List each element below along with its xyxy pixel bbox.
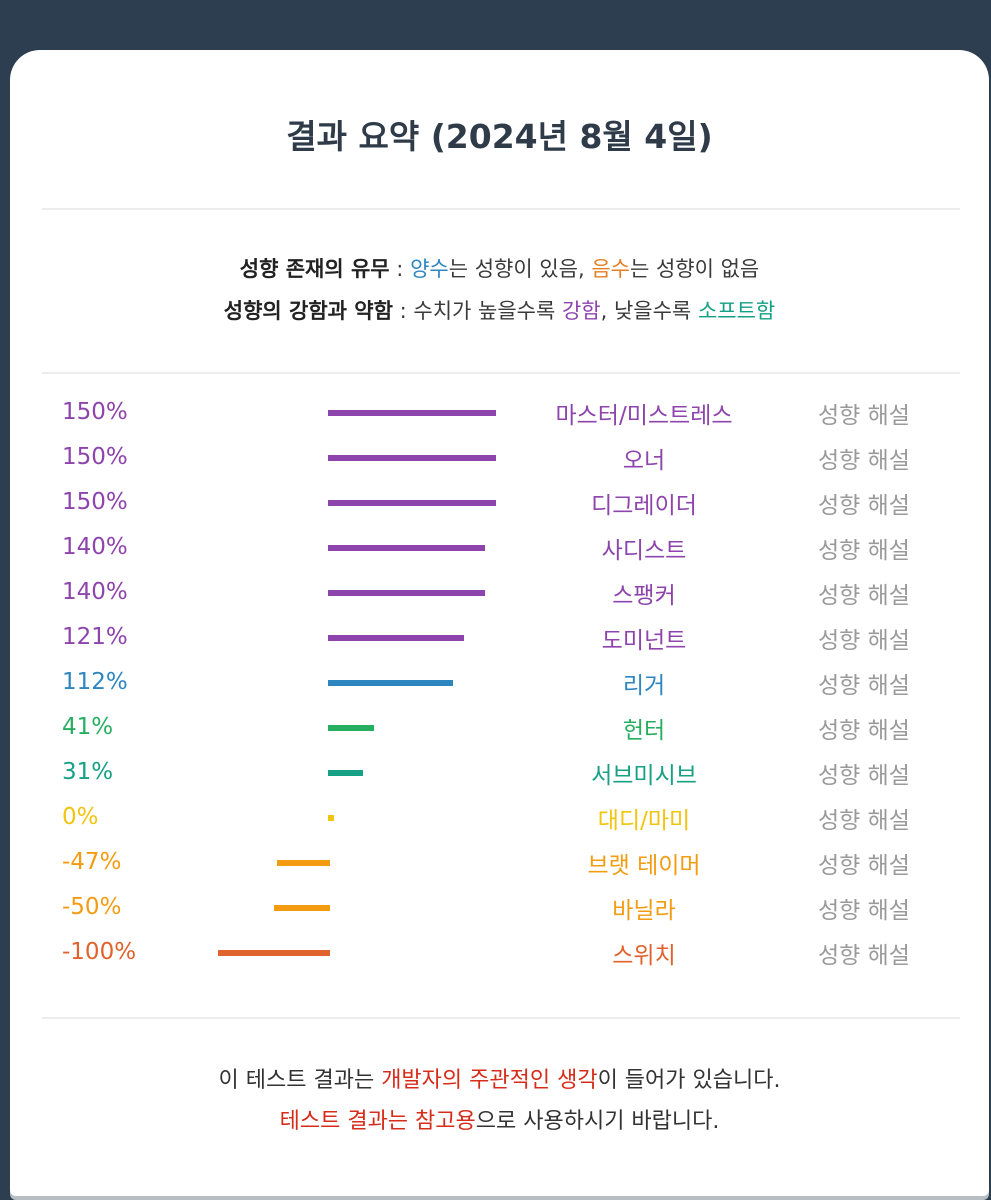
result-type-name: 도미넌트 bbox=[601, 628, 687, 654]
footer-disclaimer-2: 테스트 결과는 참고용으로 사용하시기 바랍니다. bbox=[10, 1103, 989, 1135]
legend-intensity: 성향의 강함과 약함 : 수치가 높을수록 강함, 낮을수록 소프트함 bbox=[10, 295, 989, 325]
result-bar bbox=[218, 950, 330, 956]
result-explain-link[interactable]: 성향 해설 bbox=[818, 403, 910, 429]
legend-sep: : bbox=[392, 299, 414, 323]
result-bar bbox=[328, 590, 485, 596]
result-explain-link[interactable]: 성향 해설 bbox=[818, 673, 910, 699]
result-bar bbox=[328, 815, 334, 821]
result-type-name: 서브미시브 bbox=[591, 763, 697, 789]
result-bar bbox=[328, 725, 374, 731]
result-bar bbox=[328, 455, 496, 461]
page-title: 결과 요약 (2024년 8월 4일) bbox=[286, 117, 713, 156]
result-percent: -50% bbox=[62, 894, 122, 920]
footer-disclaimer-1: 이 테스트 결과는 개발자의 주관적인 생각이 들어가 있습니다. bbox=[10, 1062, 989, 1094]
result-explain-link[interactable]: 성향 해설 bbox=[818, 943, 910, 969]
result-bar bbox=[328, 635, 464, 641]
result-type-name: 디그레이더 bbox=[591, 493, 697, 519]
result-explain-link[interactable]: 성향 해설 bbox=[818, 718, 910, 744]
result-type-name: 리거 bbox=[622, 673, 666, 699]
result-explain-link[interactable]: 성향 해설 bbox=[818, 493, 910, 519]
result-percent: 140% bbox=[62, 534, 128, 560]
result-row: -47% 브랫 테이머 성향 해설 bbox=[10, 846, 989, 886]
result-row: -50% 바닐라 성향 해설 bbox=[10, 891, 989, 931]
legend-soft-word: 소프트함 bbox=[697, 299, 776, 323]
result-percent: 0% bbox=[62, 804, 99, 830]
divider-bottom bbox=[42, 1017, 960, 1019]
result-percent: 140% bbox=[62, 579, 128, 605]
result-bar bbox=[277, 860, 330, 866]
result-row: 150% 오너 성향 해설 bbox=[10, 441, 989, 481]
result-percent: -47% bbox=[62, 849, 122, 875]
result-percent: 41% bbox=[62, 714, 114, 740]
result-bar bbox=[328, 500, 496, 506]
legend-intensity-text2: , 낮을수록 bbox=[600, 299, 698, 323]
result-percent: 112% bbox=[62, 669, 128, 695]
footer-highlight-1: 개발자의 주관적인 생각 bbox=[381, 1068, 598, 1093]
result-row: 0% 대디/마미 성향 해설 bbox=[10, 801, 989, 841]
result-explain-link[interactable]: 성향 해설 bbox=[818, 853, 910, 879]
result-type-name: 헌터 bbox=[622, 718, 666, 744]
result-percent: 150% bbox=[62, 399, 128, 425]
result-percent: 31% bbox=[62, 759, 114, 785]
legend-intensity-text1: 수치가 높을수록 bbox=[413, 299, 562, 323]
result-explain-link[interactable]: 성향 해설 bbox=[818, 628, 910, 654]
result-type-name: 대디/마미 bbox=[597, 808, 691, 834]
result-explain-link[interactable]: 성향 해설 bbox=[818, 448, 910, 474]
result-explain-link[interactable]: 성향 해설 bbox=[818, 538, 910, 564]
footer-text-1b: 이 들어가 있습니다. bbox=[597, 1068, 781, 1093]
legend-negative-text: 는 성향이 없음 bbox=[629, 257, 760, 281]
result-card: 결과 요약 (2024년 8월 4일) 성향 존재의 유무 : 양수는 성향이 … bbox=[10, 50, 989, 1196]
result-bar bbox=[328, 770, 363, 776]
legend-negative-word: 음수 bbox=[591, 257, 630, 281]
result-explain-link[interactable]: 성향 해설 bbox=[818, 763, 910, 789]
legend-strong-word: 강함 bbox=[561, 299, 601, 323]
result-explain-link[interactable]: 성향 해설 bbox=[818, 808, 910, 834]
legend-positive-text: 는 성향이 있음, bbox=[448, 257, 592, 281]
result-row: 31% 서브미시브 성향 해설 bbox=[10, 756, 989, 796]
result-type-name: 스위치 bbox=[612, 943, 676, 969]
result-type-name: 마스터/미스트레스 bbox=[555, 403, 733, 429]
result-row: 150% 디그레이더 성향 해설 bbox=[10, 486, 989, 526]
result-row: 140% 스팽커 성향 해설 bbox=[10, 576, 989, 616]
legend-existence-label: 성향 존재의 유무 bbox=[239, 257, 390, 281]
result-row: 140% 사디스트 성향 해설 bbox=[10, 531, 989, 571]
legend-existence: 성향 존재의 유무 : 양수는 성향이 있음, 음수는 성향이 없음 bbox=[10, 253, 989, 283]
divider-middle bbox=[42, 372, 960, 374]
legend-sep: : bbox=[389, 257, 411, 281]
result-bar bbox=[274, 905, 330, 911]
result-bar bbox=[328, 545, 485, 551]
result-percent: 121% bbox=[62, 624, 128, 650]
legend-positive-word: 양수 bbox=[410, 257, 449, 281]
result-row: 112% 리거 성향 해설 bbox=[10, 666, 989, 706]
divider-top bbox=[42, 208, 960, 210]
result-row: 121% 도미넌트 성향 해설 bbox=[10, 621, 989, 661]
result-percent: -100% bbox=[62, 939, 137, 965]
result-bar bbox=[328, 410, 496, 416]
result-type-name: 브랫 테이머 bbox=[587, 853, 701, 879]
result-row: 41% 헌터 성향 해설 bbox=[10, 711, 989, 751]
result-type-name: 오너 bbox=[622, 448, 666, 474]
result-percent: 150% bbox=[62, 444, 128, 470]
result-explain-link[interactable]: 성향 해설 bbox=[818, 898, 910, 924]
footer-highlight-2: 테스트 결과는 참고용 bbox=[279, 1109, 476, 1134]
result-bar bbox=[328, 680, 454, 686]
result-type-name: 스팽커 bbox=[612, 583, 676, 609]
footer-text-2: 으로 사용하시기 바랍니다. bbox=[475, 1109, 720, 1134]
result-type-name: 바닐라 bbox=[612, 898, 676, 924]
footer-text-1a: 이 테스트 결과는 bbox=[218, 1068, 382, 1093]
result-type-name: 사디스트 bbox=[601, 538, 687, 564]
result-percent: 150% bbox=[62, 489, 128, 515]
result-explain-link[interactable]: 성향 해설 bbox=[818, 583, 910, 609]
legend-intensity-label: 성향의 강함과 약함 bbox=[223, 299, 393, 323]
result-row: -100% 스위치 성향 해설 bbox=[10, 936, 989, 976]
result-row: 150% 마스터/미스트레스 성향 해설 bbox=[10, 396, 989, 436]
